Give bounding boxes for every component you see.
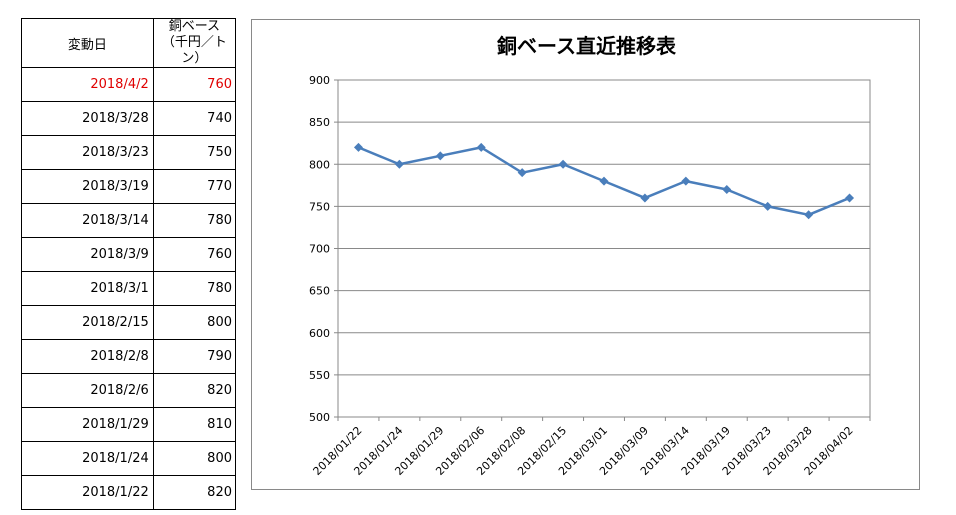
row-value: 820 bbox=[152, 475, 237, 510]
copper-price-table: 変動日 銅ベース （千円／トン） 2018/4/2 760 2018/3/28 740… bbox=[21, 18, 237, 510]
data-point bbox=[722, 185, 732, 195]
table-row: 2018/3/23 750 bbox=[21, 135, 237, 170]
data-point bbox=[763, 201, 773, 211]
data-point bbox=[517, 168, 527, 178]
y-tick-label: 650 bbox=[309, 285, 330, 298]
row-value: 760 bbox=[152, 237, 237, 272]
y-tick-label: 600 bbox=[309, 327, 330, 340]
chart-title: 銅ベース直近推移表 bbox=[497, 34, 676, 58]
header-value-line1: 銅ベース bbox=[168, 19, 221, 34]
table-row: 2018/1/22 820 bbox=[21, 475, 237, 510]
header-date: 変動日 bbox=[21, 18, 154, 68]
line-chart: 5005506006507007508008509002018/01/22201… bbox=[309, 74, 871, 478]
table-row: 2018/2/15 800 bbox=[21, 305, 237, 340]
row-date: 2018/3/1 bbox=[21, 271, 154, 306]
table-row: 2018/1/29 810 bbox=[21, 407, 237, 442]
row-value: 780 bbox=[152, 271, 237, 306]
y-tick-label: 850 bbox=[309, 116, 330, 129]
row-date: 2018/3/9 bbox=[21, 237, 154, 272]
row-date: 2018/1/29 bbox=[21, 407, 154, 442]
row-value: 760 bbox=[152, 67, 237, 102]
row-date: 2018/1/22 bbox=[21, 475, 154, 510]
row-date: 2018/2/15 bbox=[21, 305, 154, 340]
data-point bbox=[558, 159, 568, 169]
row-value: 800 bbox=[152, 305, 237, 340]
y-tick-label: 800 bbox=[309, 158, 330, 171]
table-row: 2018/3/19 770 bbox=[21, 169, 237, 204]
data-point bbox=[845, 193, 855, 203]
row-date: 2018/4/2 bbox=[21, 67, 154, 102]
header-value-line2: （千円／トン） bbox=[161, 35, 227, 66]
row-date: 2018/3/14 bbox=[21, 203, 154, 238]
data-point bbox=[804, 210, 814, 220]
data-point bbox=[599, 176, 609, 186]
row-date: 2018/2/8 bbox=[21, 339, 154, 374]
y-tick-label: 900 bbox=[309, 74, 330, 87]
data-point bbox=[435, 151, 445, 161]
row-value: 750 bbox=[152, 135, 237, 170]
data-point bbox=[353, 142, 363, 152]
row-value: 740 bbox=[152, 101, 237, 136]
data-point bbox=[476, 142, 486, 152]
data-point bbox=[640, 193, 650, 203]
data-point bbox=[394, 159, 404, 169]
chart-area: 銅ベース直近推移表 500 550 600 650 700 750 800 850 900 201… bbox=[251, 19, 920, 490]
row-date: 2018/3/28 bbox=[21, 101, 154, 136]
row-value: 780 bbox=[152, 203, 237, 238]
y-tick-label: 750 bbox=[309, 200, 330, 213]
table-header-row: 変動日 銅ベース （千円／トン） bbox=[21, 18, 237, 68]
row-date: 2018/3/23 bbox=[21, 135, 154, 170]
table-row: 2018/2/8 790 bbox=[21, 339, 237, 374]
y-tick-label: 700 bbox=[309, 243, 330, 256]
data-point bbox=[681, 176, 691, 186]
table-row: 2018/3/9 760 bbox=[21, 237, 237, 272]
y-tick-label: 550 bbox=[309, 369, 330, 382]
row-date: 2018/3/19 bbox=[21, 169, 154, 204]
row-value: 790 bbox=[152, 339, 237, 374]
table-row: 2018/1/24 800 bbox=[21, 441, 237, 476]
row-value: 800 bbox=[152, 441, 237, 476]
table-row: 2018/3/28 740 bbox=[21, 101, 237, 136]
table-row: 2018/3/1 780 bbox=[21, 271, 237, 306]
y-tick-label: 500 bbox=[309, 411, 330, 424]
table-row: 2018/3/14 780 bbox=[21, 203, 237, 238]
table-row: 2018/4/2 760 bbox=[21, 67, 237, 102]
row-date: 2018/2/6 bbox=[21, 373, 154, 408]
header-value: 銅ベース （千円／トン） bbox=[152, 18, 237, 68]
row-value: 820 bbox=[152, 373, 237, 408]
table-row: 2018/2/6 820 bbox=[21, 373, 237, 408]
row-value: 770 bbox=[152, 169, 237, 204]
row-date: 2018/1/24 bbox=[21, 441, 154, 476]
row-value: 810 bbox=[152, 407, 237, 442]
